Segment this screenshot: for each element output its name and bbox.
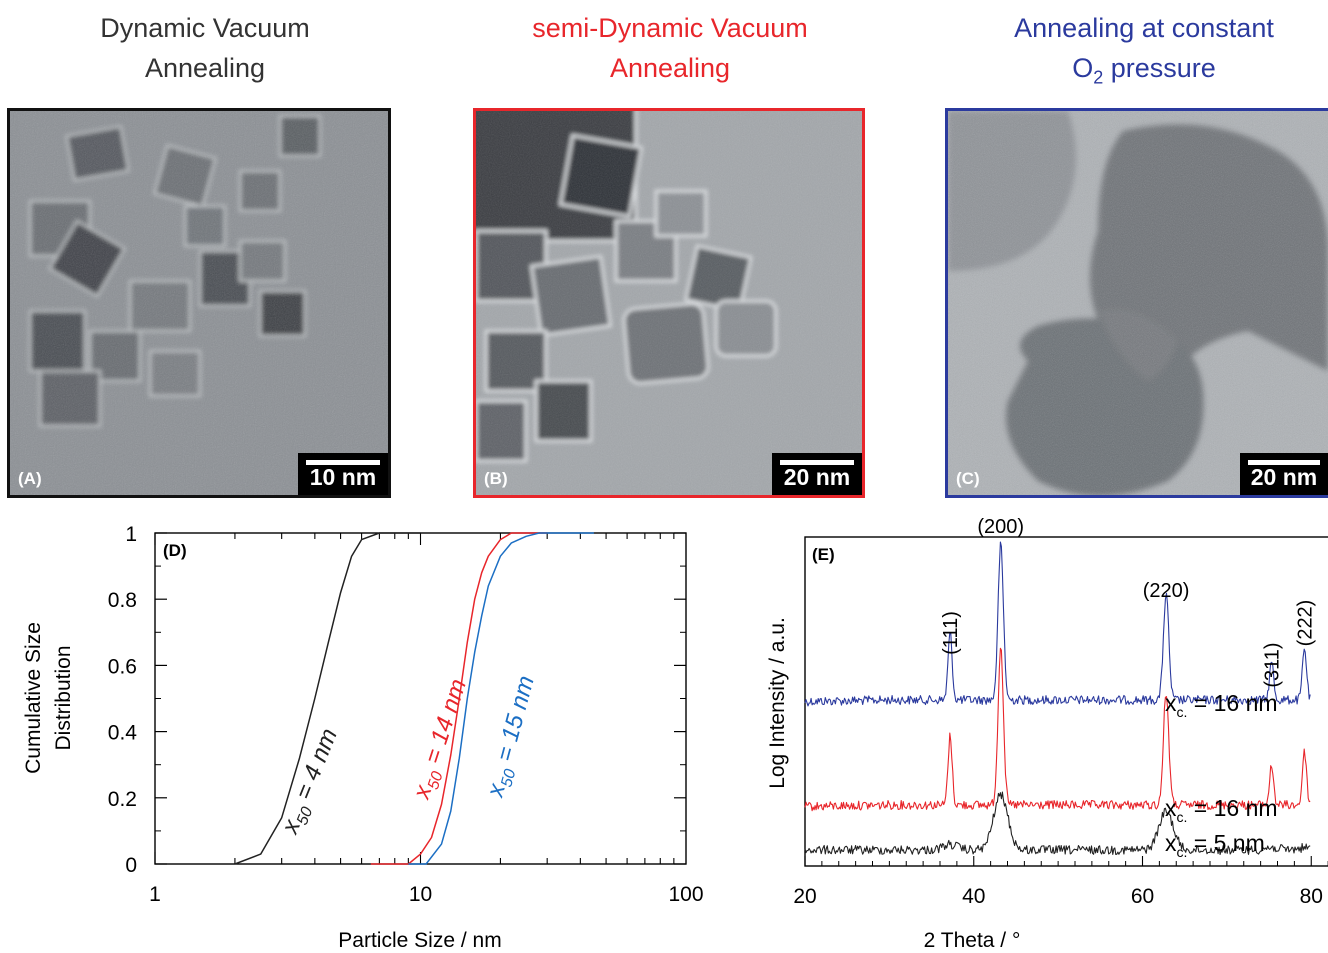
scale-bar-a-label: 10 nm: [309, 464, 377, 490]
chart-e-series-label-red-x: x: [1165, 795, 1177, 821]
scale-bar-a: 10 nm: [298, 453, 388, 495]
chart-d-series-label-blue-rest: = 15 nm: [489, 673, 539, 771]
chart-e-peak-label: (222): [1295, 600, 1317, 647]
panel-a-title-line2: Annealing: [144, 53, 266, 83]
chart-e-ylabel: Log Intensity / a.u.: [766, 617, 789, 789]
chart-e-series-label-red-rest: = 16 nm: [1187, 795, 1277, 821]
chart-e-series-label-black: xc. = 5 nm: [1165, 830, 1265, 860]
chart-e-ticks: 20 40 60 80: [793, 856, 1328, 908]
chart-d-xtick-label: 100: [668, 883, 703, 906]
scale-bar-b: 20 nm: [772, 453, 862, 495]
chart-e-series-label-black-sub: c.: [1177, 844, 1188, 860]
panel-a-title: Dynamic Vacuum Annealing: [30, 8, 380, 88]
tem-image-c-art: [948, 111, 1328, 495]
chart-d-series-label-red: x50 = 14 nm: [408, 676, 476, 804]
chart-e-series-label-black-x: x: [1165, 830, 1177, 856]
chart-e-series-label-black-rest: = 5 nm: [1187, 830, 1264, 856]
scale-bar-c-label: 20 nm: [1250, 464, 1318, 490]
chart-e-xrd: (E) 20 40 60 80 (111) (200) (220) (311) (222) 2…: [766, 516, 1328, 952]
tem-image-a-art: [10, 111, 388, 495]
chart-d-ytick-label: 0.8: [108, 589, 137, 612]
scale-bar-b-label: 20 nm: [783, 464, 851, 490]
chart-d-series-label-blue: x50 = 15 nm: [481, 673, 543, 802]
panel-c-title-rest: pressure: [1103, 53, 1216, 83]
chart-d-panel-label: (D): [163, 541, 187, 560]
chart-d-cumulative-size: (D) 0 0.2 0.4 0.6 0.8 1 1 10 100 Particle Size /…: [22, 523, 704, 952]
chart-e-curve-0: [804, 541, 1311, 707]
panel-label-b: (B): [484, 469, 508, 488]
chart-e-curve-2: [804, 791, 1311, 856]
tem-image-c: (C) 20 nm: [945, 108, 1328, 498]
chart-d-ylabel: Cumulative Size Distribution: [22, 622, 75, 774]
panel-b-title-line2: Annealing: [609, 53, 731, 83]
chart-e-series-label-red-sub: c.: [1177, 809, 1188, 825]
chart-d-xtick-label: 1: [149, 883, 161, 906]
tem-image-b-art: [476, 111, 862, 495]
scale-bar-c: 20 nm: [1240, 453, 1328, 495]
panel-c-title-o: O: [1072, 53, 1094, 83]
chart-d-ytick-label: 0: [125, 854, 137, 877]
chart-d-ytick-label: 0.4: [108, 722, 138, 745]
chart-e-curves: [804, 541, 1311, 856]
chart-d-ytick-label: 0.2: [108, 788, 137, 811]
chart-e-series-label-blue-x: x: [1165, 690, 1177, 716]
chart-d-series-label-blue-sub: 50: [498, 767, 519, 789]
tem-image-a: (A) 10 nm: [7, 108, 391, 498]
chart-d-series-label-black-rest: = 4 nm: [288, 725, 343, 810]
chart-e-peak-labels: (111) (200) (220) (311) (222): [940, 516, 1316, 688]
panel-a-title-line1: Dynamic Vacuum: [100, 13, 310, 43]
chart-e-peak-label: (111): [940, 611, 962, 655]
chart-e-series-label-blue: xc. = 16 nm: [1165, 690, 1278, 720]
chart-e-series-label-blue-sub: c.: [1177, 704, 1188, 720]
scale-bar-c-line: [1248, 460, 1320, 465]
chart-e-xtick-label: 20: [793, 885, 816, 908]
panel-b-title: semi-Dynamic Vacuum Annealing: [470, 8, 870, 88]
panel-c-title-line1: Annealing at constant: [1014, 13, 1274, 43]
panel-c-title: Annealing at constant O2 pressure: [960, 8, 1328, 97]
chart-e-series-label-red: xc. = 16 nm: [1165, 795, 1278, 825]
chart-e-peak-label: (311): [1262, 642, 1284, 687]
chart-e-xlabel: 2 Theta / °: [924, 929, 1021, 952]
panel-label-c: (C): [956, 469, 980, 488]
chart-d-ylabel-line2: Distribution: [52, 645, 75, 750]
panel-b-title-line1: semi-Dynamic Vacuum: [532, 13, 808, 43]
chart-e-peak-label: (200): [977, 516, 1024, 538]
chart-d-series-label-black-sub: 50: [294, 805, 316, 828]
chart-e-xtick-label: 80: [1300, 885, 1323, 908]
chart-d-xlabel: Particle Size / nm: [338, 929, 501, 952]
chart-e-series-label-blue-rest: = 16 nm: [1187, 690, 1277, 716]
chart-e-peak-label: (220): [1143, 580, 1190, 602]
chart-e-xtick-label: 60: [1131, 885, 1154, 908]
chart-d-ylabel-line1: Cumulative Size: [22, 622, 45, 774]
chart-d-ticks: 0 0.2 0.4 0.6 0.8 1 1 10 100: [108, 523, 704, 906]
chart-d-xtick-label: 10: [409, 883, 432, 906]
scale-bar-a-line: [306, 460, 380, 465]
chart-d-curves: [234, 532, 594, 865]
panel-label-a: (A): [18, 469, 42, 488]
chart-e-curve-1: [804, 647, 1311, 812]
chart-e-xtick-label: 40: [962, 885, 985, 908]
chart-d-ytick-label: 0.6: [108, 655, 137, 678]
chart-d-series-label-red-sub: 50: [425, 769, 447, 791]
tem-image-b: (B) 20 nm: [473, 108, 865, 498]
chart-d-curve-2: [408, 532, 594, 865]
chart-d-curve-1: [370, 532, 548, 865]
chart-d-ytick-label: 1: [125, 523, 137, 546]
chart-d-curve-0: [234, 532, 421, 865]
chart-d-frame: [154, 532, 687, 865]
panel-c-title-line2: O2 pressure: [960, 48, 1328, 97]
chart-e-panel-label: (E): [812, 545, 835, 564]
scale-bar-b-line: [780, 460, 854, 465]
panel-c-title-sub: 2: [1093, 67, 1104, 88]
chart-d-series-label-black: x50 = 4 nm: [276, 725, 347, 840]
